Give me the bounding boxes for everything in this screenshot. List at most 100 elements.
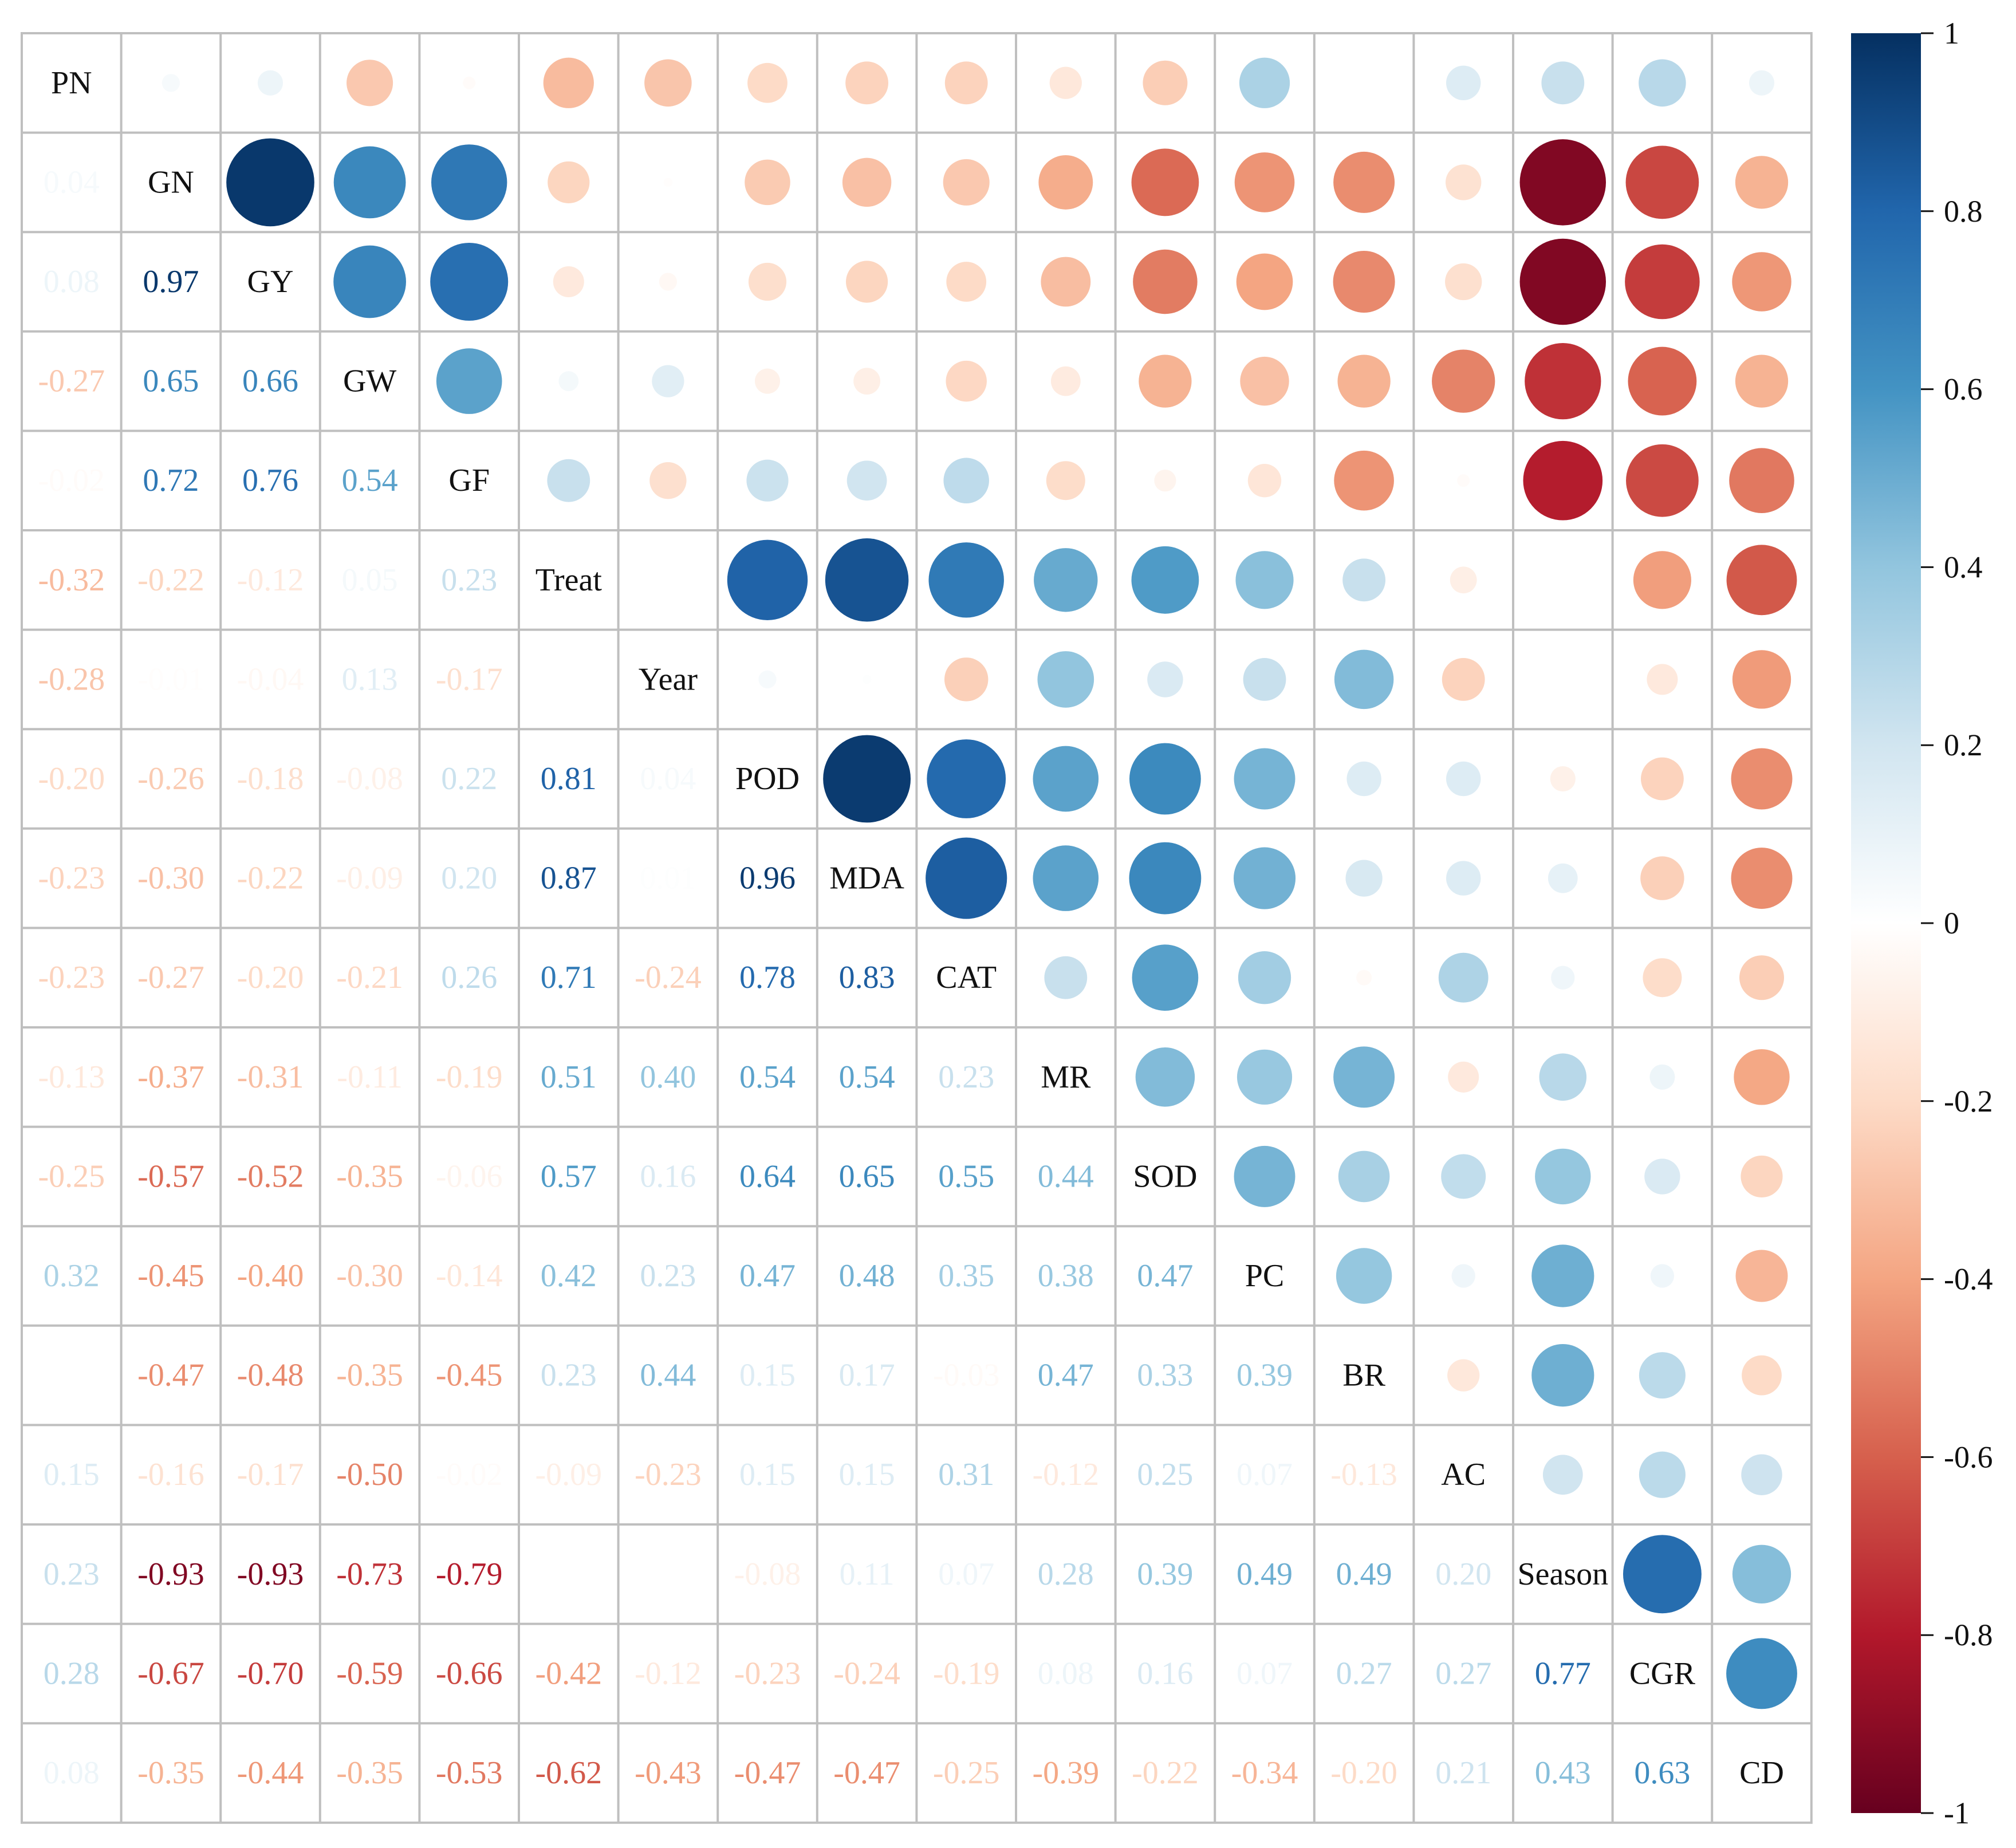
colorbar: 1 0.8 0.6 0.4 0.2 0 -0.2 -0.4 -0.6 -0.8 -1 bbox=[1851, 16, 1993, 1830]
corr-value-pc-year: 0.23 bbox=[640, 1258, 696, 1294]
corr-value-cgr-sod: 0.16 bbox=[1137, 1656, 1193, 1691]
corr-circle-pn-gw bbox=[346, 60, 393, 107]
corr-value-mda-gf: 0.20 bbox=[441, 861, 497, 896]
diag-label-season: Season bbox=[1517, 1557, 1608, 1592]
corr-circle-gn-cgr bbox=[1625, 145, 1699, 219]
corr-circle-gn-pod bbox=[745, 159, 790, 206]
corr-circle-mda-pc bbox=[1233, 847, 1296, 909]
corr-value-cat-pn: -0.23 bbox=[38, 960, 105, 995]
corr-circle-gw-pc bbox=[1240, 356, 1289, 406]
corr-value-pc-gf: -0.14 bbox=[436, 1258, 503, 1294]
corr-circle-sod-cgr bbox=[1644, 1159, 1680, 1195]
corr-value-mda-gn: -0.30 bbox=[137, 861, 204, 896]
corr-value-cgr-mda: -0.24 bbox=[833, 1656, 900, 1691]
corr-circle-cat-season bbox=[1551, 966, 1575, 990]
corr-circle-pn-cd bbox=[1749, 70, 1775, 96]
corr-circle-year-pod bbox=[758, 670, 777, 688]
corr-value-cat-treat: 0.71 bbox=[541, 960, 597, 995]
corr-value-ac-br: -0.13 bbox=[1330, 1457, 1397, 1492]
corr-circle-pn-pod bbox=[747, 62, 788, 103]
corr-circle-mda-ac bbox=[1446, 861, 1481, 896]
corr-value-pc-treat: 0.42 bbox=[541, 1258, 597, 1294]
corr-circle-mda-cd bbox=[1731, 848, 1793, 909]
corr-value-season-year: 0.00 bbox=[640, 1557, 696, 1592]
corr-value-cd-season: 0.43 bbox=[1535, 1755, 1591, 1791]
corr-circle-ac-cgr bbox=[1639, 1451, 1686, 1498]
corr-circle-treat-cd bbox=[1726, 545, 1797, 616]
corr-value-pod-gw: -0.08 bbox=[336, 761, 403, 797]
corr-circle-pn-mr bbox=[1049, 66, 1082, 99]
corr-circle-br-cd bbox=[1742, 1355, 1782, 1396]
corr-value-cd-mda: -0.47 bbox=[833, 1755, 900, 1791]
corr-value-sod-gw: -0.35 bbox=[336, 1159, 403, 1194]
corr-circle-gf-cgr bbox=[1626, 444, 1699, 517]
corr-circle-ac-season bbox=[1542, 1455, 1583, 1495]
corr-value-season-gn: -0.93 bbox=[137, 1557, 204, 1592]
corr-value-mr-gw: -0.11 bbox=[337, 1059, 403, 1095]
corr-value-br-year: 0.44 bbox=[640, 1358, 696, 1393]
corr-circle-sod-ac bbox=[1441, 1154, 1486, 1199]
corr-circle-sod-season bbox=[1535, 1148, 1591, 1205]
corr-value-sod-cat: 0.55 bbox=[938, 1159, 994, 1194]
corr-circle-mr-cd bbox=[1734, 1049, 1790, 1105]
corr-circle-ac-cd bbox=[1741, 1454, 1782, 1495]
corr-circle-mda-cgr bbox=[1640, 856, 1684, 900]
corr-circle-gw-pod bbox=[754, 368, 781, 394]
corr-circle-pc-cgr bbox=[1650, 1264, 1675, 1288]
corr-circle-pod-br bbox=[1346, 761, 1381, 797]
colorbar-tick-label: -0.4 bbox=[1944, 1262, 1993, 1297]
corr-circle-gy-mr bbox=[1041, 257, 1091, 307]
corr-circle-pn-mda bbox=[845, 61, 889, 105]
corr-circle-mda-season bbox=[1548, 863, 1578, 893]
corr-circle-gw-cat bbox=[946, 360, 987, 402]
corr-circle-year-br bbox=[1334, 649, 1394, 710]
corr-circle-gy-treat bbox=[553, 266, 584, 298]
corr-circle-pn-season bbox=[1541, 61, 1585, 105]
colorbar-tick-label: 0 bbox=[1944, 906, 1959, 940]
corr-circle-pn-gn bbox=[162, 74, 180, 92]
corr-circle-season-cd bbox=[1732, 1544, 1791, 1603]
diag-label-mr: MR bbox=[1041, 1059, 1091, 1095]
corr-value-br-gy: -0.48 bbox=[237, 1358, 304, 1393]
corr-circle-br-ac bbox=[1447, 1359, 1480, 1392]
corr-circle-cat-sod bbox=[1132, 944, 1199, 1011]
corr-value-cgr-gw: -0.59 bbox=[336, 1656, 403, 1691]
corr-value-br-pod: 0.15 bbox=[739, 1358, 796, 1393]
corr-value-season-pc: 0.49 bbox=[1237, 1557, 1293, 1592]
corr-circle-mr-season bbox=[1539, 1053, 1587, 1101]
corr-value-treat-gw: 0.05 bbox=[342, 562, 398, 598]
corr-value-sod-mr: 0.44 bbox=[1038, 1159, 1094, 1194]
corr-circle-gf-cd bbox=[1729, 448, 1794, 513]
corr-circle-pn-cgr bbox=[1639, 59, 1686, 107]
corr-circle-gy-br bbox=[1333, 250, 1395, 313]
corr-value-mda-year: 0.01 bbox=[640, 861, 696, 896]
corr-circle-gy-gf bbox=[430, 243, 509, 321]
corr-value-treat-pn: -0.32 bbox=[38, 562, 105, 598]
corr-circle-pc-cd bbox=[1735, 1250, 1788, 1302]
corr-value-sod-gy: -0.52 bbox=[237, 1159, 304, 1194]
corr-circle-cat-pc bbox=[1238, 951, 1292, 1004]
corr-value-ac-pc: 0.07 bbox=[1237, 1457, 1293, 1492]
corr-circle-cat-br bbox=[1356, 970, 1372, 986]
corr-circle-gy-season bbox=[1519, 238, 1606, 325]
corr-circle-gn-cat bbox=[943, 159, 990, 206]
corr-circle-treat-pod bbox=[727, 539, 808, 620]
corr-circle-gf-season bbox=[1523, 440, 1603, 521]
corr-circle-mda-br bbox=[1345, 860, 1383, 897]
diag-label-gf: GF bbox=[448, 463, 490, 498]
corr-circle-gn-pc bbox=[1234, 152, 1295, 212]
corr-value-season-mr: 0.28 bbox=[1038, 1557, 1094, 1592]
corr-value-season-mda: 0.11 bbox=[840, 1557, 895, 1592]
corr-value-mda-gw: -0.09 bbox=[336, 861, 403, 896]
corr-circle-pn-gy bbox=[257, 70, 284, 96]
diag-label-cat: CAT bbox=[936, 960, 997, 995]
corr-value-ac-sod: 0.25 bbox=[1137, 1457, 1193, 1492]
corr-value-season-gf: -0.79 bbox=[436, 1557, 503, 1592]
corr-circle-pn-ac bbox=[1446, 65, 1481, 101]
corr-value-ac-gn: -0.16 bbox=[137, 1457, 204, 1492]
corr-value-treat-gn: -0.22 bbox=[137, 562, 204, 598]
corr-value-ac-gw: -0.50 bbox=[336, 1457, 403, 1492]
corr-circle-pn-year bbox=[644, 59, 692, 107]
corr-circle-mda-mr bbox=[1033, 845, 1099, 911]
corr-value-sod-pod: 0.64 bbox=[739, 1159, 796, 1194]
